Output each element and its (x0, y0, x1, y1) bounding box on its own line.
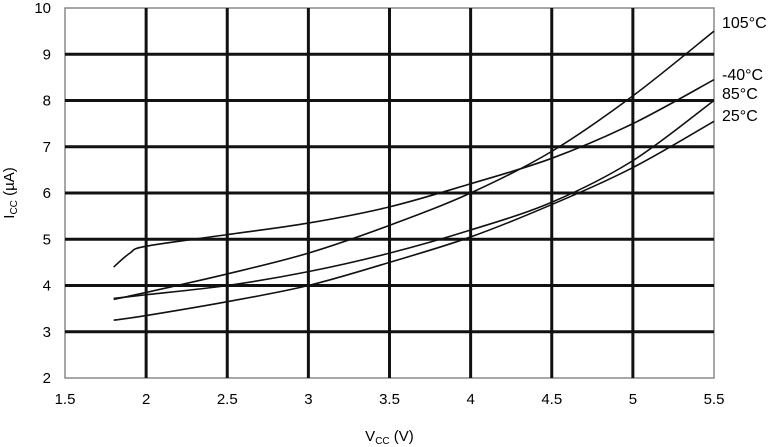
x-tick-label: 5 (629, 391, 637, 408)
series-label: 25°C (722, 108, 758, 125)
y-tick-label: 3 (43, 324, 51, 341)
x-tick-label: 3.5 (379, 391, 400, 408)
x-tick-label: 2.5 (217, 391, 238, 408)
y-tick-label: 2 (43, 370, 51, 387)
series-line (113, 99, 715, 300)
x-tick-label: 3 (304, 391, 312, 408)
y-tick-label: 9 (43, 46, 51, 63)
x-tick-label: 4 (466, 391, 474, 408)
y-tick-label: 10 (34, 0, 51, 17)
grid (64, 7, 715, 379)
x-tick-label: 5.5 (704, 391, 725, 408)
series-labels: 105°C -40°C 85°C 25°C (722, 15, 767, 125)
series-line (113, 120, 715, 321)
y-tick-label: 6 (43, 185, 51, 202)
x-axis-label: VCC (V) (365, 428, 414, 447)
x-tick-labels: 1.5 2 2.5 3 3.5 4 4.5 5 5.5 (55, 391, 725, 408)
x-tick-label: 2 (142, 391, 150, 408)
y-tick-label: 4 (43, 278, 51, 295)
x-tick-label: 1.5 (55, 391, 76, 408)
x-tick-label: 4.5 (541, 391, 562, 408)
y-tick-label: 7 (43, 139, 51, 156)
y-tick-label: 8 (43, 93, 51, 110)
series-label: 105°C (722, 15, 767, 32)
series-label: -40°C (722, 67, 763, 84)
series-line (113, 30, 715, 301)
y-tick-label: 5 (43, 231, 51, 248)
series-line (113, 78, 715, 268)
series-lines (113, 30, 715, 321)
series-label: 85°C (722, 86, 758, 103)
y-tick-labels: 2 3 4 5 6 7 8 9 10 (34, 0, 51, 387)
y-axis-label: ICC (µA) (1, 167, 20, 218)
